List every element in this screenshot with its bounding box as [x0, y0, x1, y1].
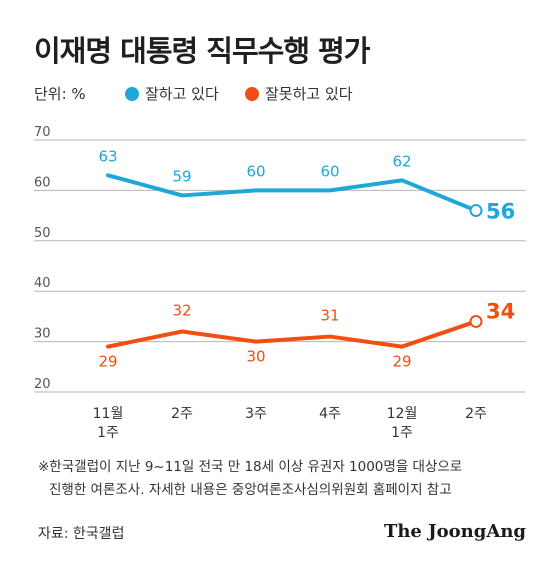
data-label-0-0: 63: [98, 147, 117, 165]
legend-label-approve: 잘하고 있다: [145, 85, 219, 103]
unit-label: 단위: %: [34, 85, 86, 103]
y-tick-label-20: 20: [34, 377, 51, 392]
data-label-1-3: 31: [320, 307, 339, 325]
x-tick-label-2-0: 3주: [245, 406, 267, 422]
chart-title: 이재명 대통령 직무수행 평가: [34, 34, 370, 68]
x-tick-label-4-1: 1주: [391, 425, 413, 441]
data-label-0-4: 62: [392, 152, 411, 170]
x-tick-label-3-0: 4주: [319, 406, 341, 422]
data-label-1-0: 29: [98, 353, 117, 371]
data-label-1-2: 30: [246, 348, 265, 366]
data-label-0-5: 56: [486, 200, 515, 224]
legend-item-approve: 잘하고 있다: [125, 83, 219, 104]
x-tick-label-0-0: 11월: [93, 406, 124, 422]
series-line-0: [106, 173, 478, 213]
footnote: ※한국갤럽이 지난 9~11일 전국 만 18세 이상 유권자 1000명을 대…: [38, 456, 462, 502]
data-label-1-1: 32: [172, 302, 191, 320]
x-tick-label-4-0: 12월: [387, 406, 418, 422]
x-tick-label-5-0: 2주: [465, 406, 487, 422]
source-label: 자료: 한국갤럽: [38, 526, 125, 542]
series-line-1: [106, 319, 478, 349]
x-tick-label-1-0: 2주: [171, 406, 193, 422]
line-chart: 20 30 40 50 60 70 11월 1주 2주 3주 4주 12월 1주 2주 63 59 60 60 62…: [34, 125, 526, 441]
data-label-0-2: 60: [246, 162, 265, 180]
y-tick-label-50: 50: [34, 226, 51, 241]
footnote-line-1: ※한국갤럽이 지난 9~11일 전국 만 18세 이상 유권자 1000명을 대…: [38, 459, 463, 475]
y-tick-label-30: 30: [34, 327, 51, 342]
legend-label-disapprove: 잘못하고 있다: [265, 85, 353, 103]
y-tick-label-60: 60: [34, 175, 51, 190]
data-point-1-5: [469, 314, 483, 328]
data-point-0-5: [469, 204, 483, 218]
y-tick-label-70: 70: [34, 125, 51, 140]
data-label-1-4: 29: [392, 353, 411, 371]
footnote-line-2: 진행한 여론조사. 자세한 내용은 중앙여론조사심의위원회 홈페이지 참고: [49, 482, 452, 498]
data-label-0-1: 59: [172, 167, 191, 185]
data-label-0-3: 60: [320, 162, 339, 180]
x-tick-label-0-1: 1주: [97, 425, 119, 441]
legend-swatch-disapprove: [245, 86, 259, 101]
y-tick-label-40: 40: [34, 276, 51, 291]
legend-item-disapprove: 잘못하고 있다: [245, 83, 353, 104]
data-label-1-5: 34: [486, 299, 515, 323]
legend-swatch-approve: [125, 86, 139, 101]
brand-logo: The JoongAng: [383, 521, 526, 542]
